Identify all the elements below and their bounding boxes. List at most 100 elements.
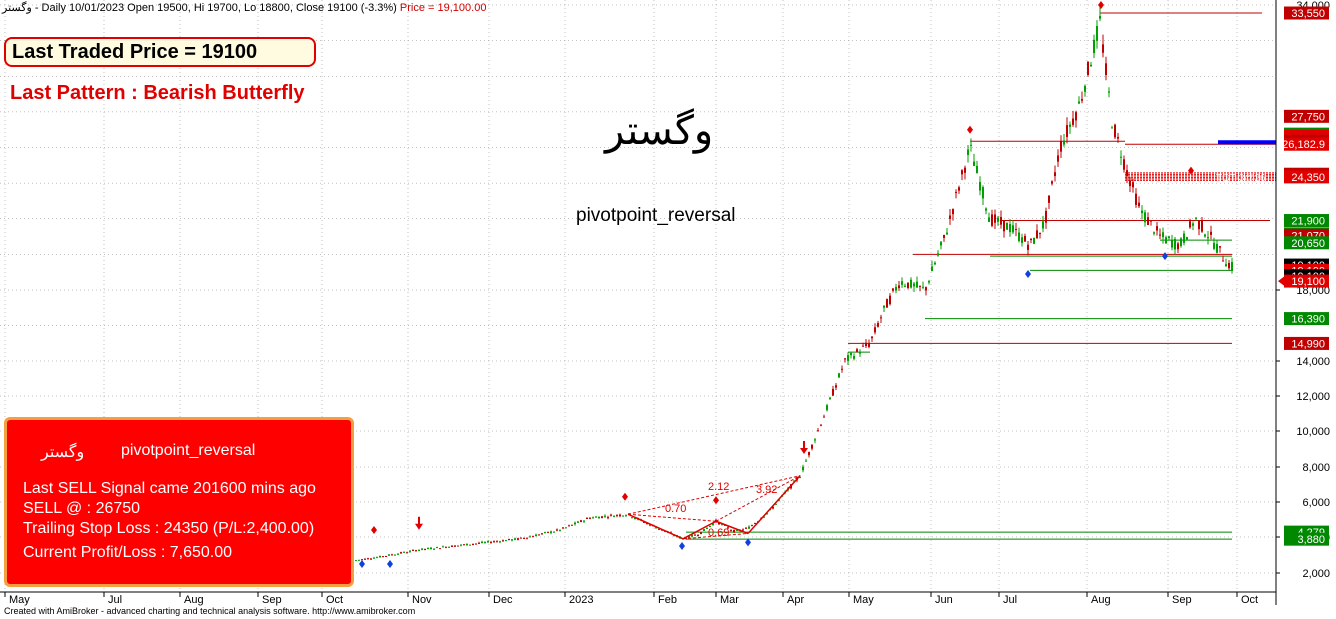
info-profit: Current Profit/Loss : 7,650.00 [23, 544, 232, 561]
candle-body [1153, 232, 1155, 234]
candle-body [763, 516, 765, 518]
candle-body [616, 514, 618, 516]
candle-body [937, 253, 939, 256]
candle-body [961, 170, 963, 175]
candle-body [634, 518, 636, 520]
candle-body [736, 529, 738, 531]
candle-body [1183, 233, 1185, 243]
candle-body [1093, 39, 1095, 54]
candle-body [355, 560, 357, 562]
candle-body [985, 208, 987, 211]
candle-body [1036, 230, 1038, 239]
x-tick-label: Jul [1003, 594, 1017, 606]
sell-signal-marker [1098, 1, 1104, 9]
candle-body [802, 466, 804, 471]
buy-signal-marker [745, 538, 751, 547]
sell-arrow-head [800, 448, 808, 454]
buy-signal-marker [1025, 269, 1031, 278]
candle-body [1219, 246, 1221, 248]
candle-body [892, 288, 894, 291]
candle-body [997, 217, 999, 222]
candle-body [1186, 237, 1188, 240]
candle-body [364, 558, 366, 560]
candle-body [904, 285, 906, 287]
pattern-leg [715, 520, 749, 535]
price-scale-label: 27,750 [1291, 111, 1325, 123]
candle-body [424, 548, 426, 550]
candle-body [838, 373, 840, 378]
y-tick-label: 6,000 [1302, 497, 1330, 509]
candle-body [1141, 210, 1143, 214]
x-tick-label: Oct [326, 594, 343, 606]
x-tick-label: Oct [1241, 594, 1258, 606]
candle-body [907, 282, 909, 289]
candle-body [613, 516, 615, 518]
pattern-ratio-label: 0.70 [665, 503, 686, 515]
signal-info-panel: وگستر pivotpoint_reversal Last SELL Sign… [4, 417, 354, 587]
candlestick-series [355, 6, 1233, 562]
sell-signal-marker [622, 492, 628, 501]
candle-body [535, 534, 537, 537]
target-label: TGT-3@26 [1216, 173, 1266, 184]
candle-body [889, 295, 891, 305]
candle-body [1021, 237, 1023, 243]
header-text: وگستر - Daily 10/01/2023 Open 19500, Hi … [2, 2, 397, 14]
pattern-leg [747, 475, 801, 535]
candle-body [619, 514, 621, 517]
candle-body [1045, 210, 1047, 223]
candle-body [1156, 226, 1158, 231]
candle-body [406, 552, 408, 554]
candle-body [415, 550, 417, 552]
candle-body [691, 534, 693, 537]
price-scale-tag [1284, 6, 1329, 20]
candle-body [1075, 112, 1077, 121]
candle-body [502, 540, 504, 542]
candle-body [451, 545, 453, 547]
sell-signal-marker [967, 125, 973, 134]
candle-body [460, 544, 462, 546]
buy-signal-marker [359, 560, 365, 568]
candle-body [871, 336, 873, 339]
sell-signal-marker [713, 496, 719, 505]
candle-body [859, 352, 861, 354]
candle-body [1051, 181, 1053, 184]
candle-body [1027, 244, 1029, 250]
candle-body [745, 527, 747, 529]
candle-body [940, 241, 942, 246]
candle-body [394, 554, 396, 556]
info-signal: Last SELL Signal came 201600 mins ago [23, 480, 316, 497]
candle-body [850, 352, 852, 356]
candle-body [592, 517, 594, 519]
candle-body [1015, 228, 1017, 230]
candle-body [928, 281, 930, 283]
candle-body [868, 343, 870, 347]
time-axis: May Jul Aug Sep Oct Nov Dec 2023 Feb Mar Apr May Jun… [0, 591, 1276, 606]
candle-body [1057, 155, 1059, 162]
candle-body [583, 520, 585, 522]
candle-body [1204, 234, 1206, 237]
candle-body [1198, 220, 1200, 230]
candle-body [1000, 216, 1002, 225]
candle-body [523, 537, 525, 539]
candle-body [1006, 222, 1008, 230]
candle-body [562, 527, 564, 529]
candle-body [835, 385, 837, 388]
candle-body [397, 553, 399, 555]
candle-body [817, 430, 819, 432]
candle-body [505, 540, 507, 542]
candle-body [643, 521, 645, 523]
candle-body [934, 262, 936, 265]
candle-body [1171, 240, 1173, 248]
candle-body [748, 526, 750, 529]
price-scale-label: 33,550 [1291, 8, 1325, 20]
candle-body [1135, 193, 1137, 205]
candle-body [1066, 125, 1068, 137]
candle-body [514, 538, 516, 540]
candle-body [700, 532, 702, 535]
candle-body [931, 266, 933, 272]
sell-signal-marker [371, 526, 377, 534]
signal-markers [359, 1, 1194, 568]
candle-body [775, 503, 777, 505]
price-scale-label: 26,182.9 [1282, 139, 1325, 151]
candle-body [1048, 195, 1050, 203]
